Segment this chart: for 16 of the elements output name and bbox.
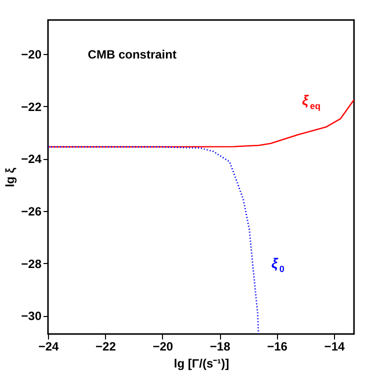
y-axis-title: lg ξ xyxy=(3,167,18,188)
y-tick-label: −24 xyxy=(21,152,42,166)
y-tick-label: −20 xyxy=(21,48,42,62)
x-tick-label: −16 xyxy=(267,340,288,354)
y-tick-label: −22 xyxy=(21,100,42,114)
line-series xyxy=(48,146,260,334)
x-tick-label: −14 xyxy=(324,340,345,354)
x-tick-label: −18 xyxy=(210,340,231,354)
y-tick-label: −28 xyxy=(21,256,42,271)
x-axis-title: lg [Γ/(s⁻¹)] xyxy=(174,356,230,370)
y-tick-label: −30 xyxy=(21,309,42,324)
x-tick-label: −22 xyxy=(96,340,116,354)
y-tick-label: −26 xyxy=(21,204,42,219)
annotation: CMB constraint xyxy=(88,48,176,62)
x-tick-label: −24 xyxy=(38,340,59,354)
x-tick-label: −20 xyxy=(152,340,174,354)
